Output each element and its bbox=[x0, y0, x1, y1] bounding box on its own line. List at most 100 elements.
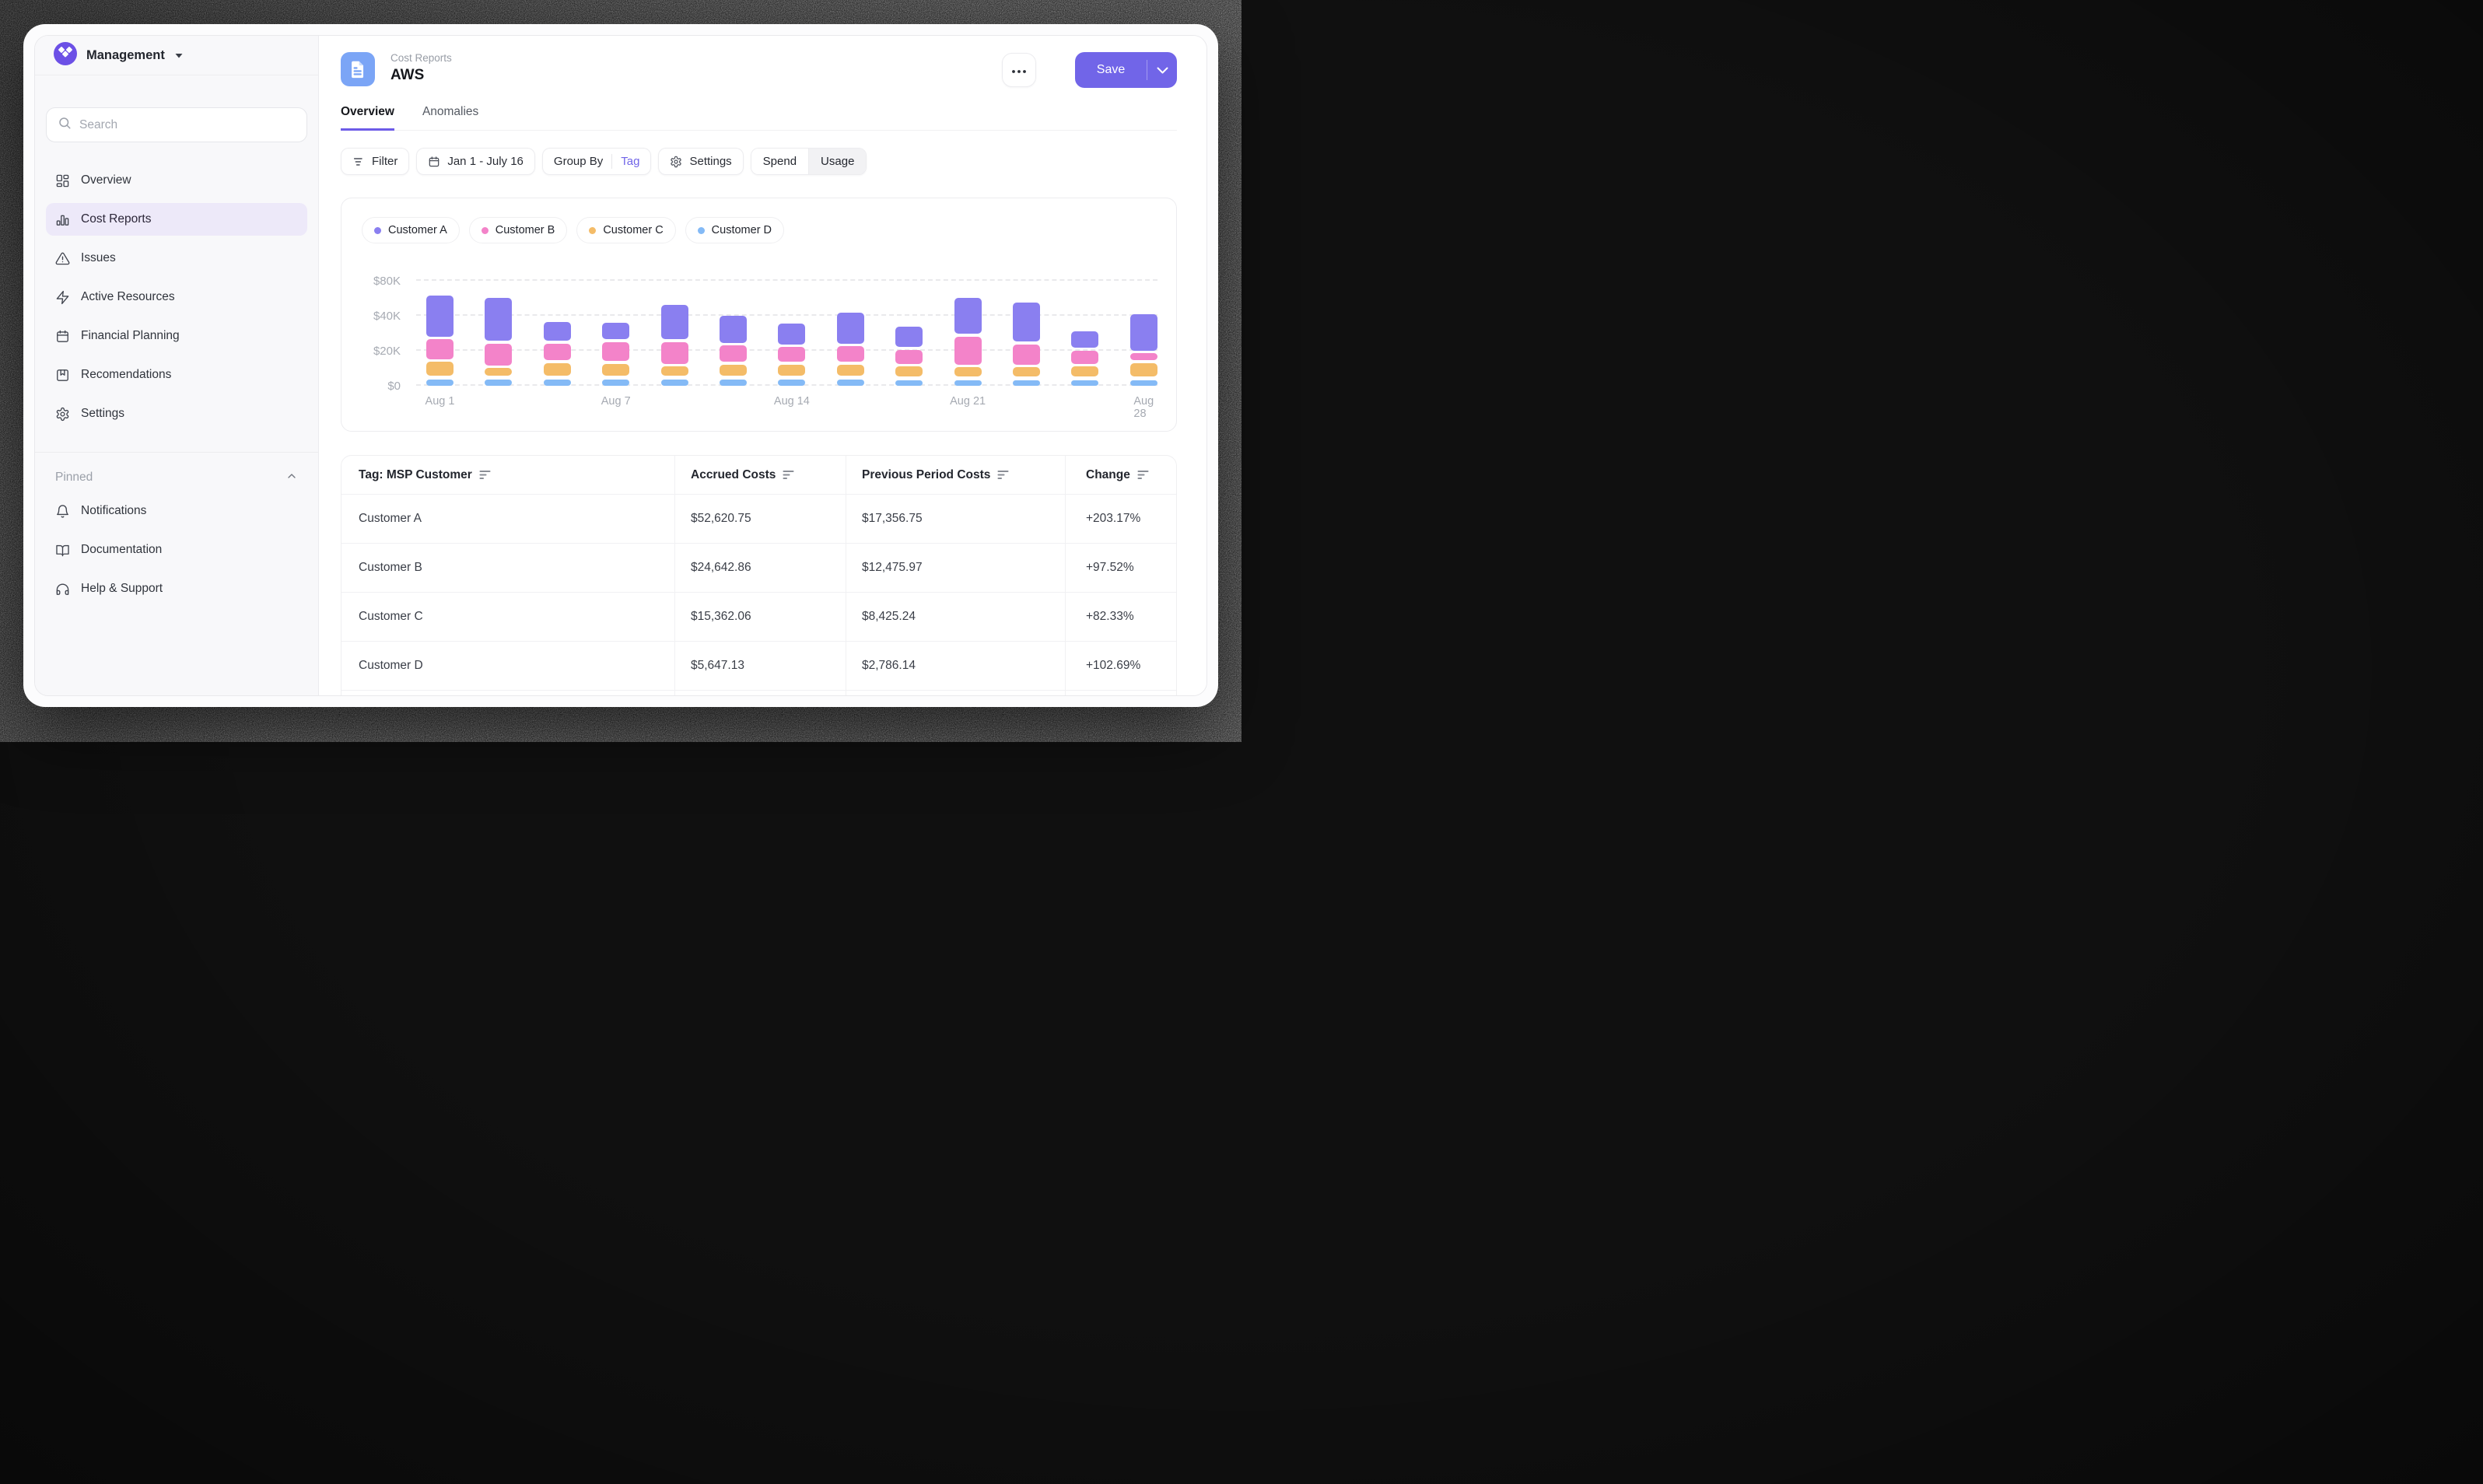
bar-13-customer-d bbox=[1129, 380, 1157, 386]
sidebar-item-financial-planning[interactable]: Financial Planning bbox=[46, 320, 307, 352]
gear-icon bbox=[670, 156, 682, 168]
table-cell: +82.33% bbox=[1086, 610, 1134, 623]
sort-icon[interactable] bbox=[997, 470, 1009, 480]
sidebar-item-settings[interactable]: Settings bbox=[46, 397, 307, 430]
more-options-button[interactable] bbox=[1002, 53, 1036, 87]
pinned-section-header[interactable]: Pinned bbox=[46, 467, 307, 488]
chevron-down-icon bbox=[174, 49, 184, 63]
breadcrumb: Cost Reports bbox=[390, 52, 452, 64]
legend-pill-customer-c[interactable]: Customer C bbox=[576, 217, 676, 243]
table-cell: $12,475.97 bbox=[846, 544, 1066, 592]
tab-overview[interactable]: Overview bbox=[341, 105, 394, 131]
table-cell: $52,620.75 bbox=[675, 495, 846, 543]
toggle-option-spend[interactable]: Spend bbox=[751, 149, 809, 174]
filter-icon bbox=[352, 156, 365, 168]
bar-6-customer-d bbox=[720, 380, 747, 386]
bar-12-customer-d bbox=[1071, 380, 1099, 386]
sidebar-item-active-resources[interactable]: Active Resources bbox=[46, 281, 307, 313]
bar-8-customer-a bbox=[836, 312, 864, 344]
bookmark-icon bbox=[55, 368, 70, 383]
bar-12-customer-a bbox=[1071, 331, 1099, 348]
report-document-icon bbox=[341, 52, 375, 86]
workspace-logo-icon bbox=[54, 41, 77, 69]
y-axis-tick: $40K bbox=[373, 310, 401, 323]
bar-1-customer-b bbox=[426, 339, 454, 359]
bar-2-customer-d bbox=[485, 380, 513, 386]
y-axis-tick: $80K bbox=[373, 275, 401, 288]
bar-7-customer-a bbox=[778, 323, 806, 345]
group-by-button[interactable]: Group By Tag bbox=[541, 148, 652, 175]
group-by-value: Tag bbox=[621, 155, 640, 168]
bar-2-customer-a bbox=[485, 298, 513, 341]
legend-pill-customer-a[interactable]: Customer A bbox=[362, 217, 460, 243]
bar-6-customer-a bbox=[720, 316, 747, 343]
table-cell bbox=[675, 691, 846, 695]
sidebar-item-issues[interactable]: Issues bbox=[46, 242, 307, 275]
tab-bar: Overview Anomalies bbox=[341, 105, 1177, 131]
bar-3-customer-a bbox=[543, 321, 571, 341]
pinned-label: Pinned bbox=[55, 471, 93, 484]
date-range-button[interactable]: Jan 1 - July 16 bbox=[416, 148, 535, 175]
bar-6-customer-c bbox=[720, 364, 747, 376]
bar-8-customer-d bbox=[836, 380, 864, 386]
sidebar-item-overview[interactable]: Overview bbox=[46, 164, 307, 197]
bar-3-customer-d bbox=[543, 380, 571, 386]
gridline bbox=[416, 279, 1157, 281]
table-cell bbox=[1066, 691, 1176, 695]
sidebar-item-notifications[interactable]: Notifications bbox=[46, 495, 307, 527]
legend-pill-customer-b[interactable]: Customer B bbox=[468, 217, 568, 243]
column-header-label: Previous Period Costs bbox=[862, 467, 991, 481]
bar-11-customer-c bbox=[1013, 367, 1040, 377]
bar-4-customer-b bbox=[602, 341, 630, 362]
table-cell: +203.17% bbox=[1086, 512, 1141, 525]
chevron-up-icon[interactable] bbox=[285, 470, 298, 486]
save-button[interactable]: Save bbox=[1075, 52, 1177, 88]
filter-button[interactable]: Filter bbox=[341, 148, 410, 175]
workspace-switcher[interactable]: Management bbox=[35, 36, 318, 75]
y-axis-tick: $20K bbox=[373, 345, 401, 358]
bar-5-customer-d bbox=[660, 380, 688, 386]
bar-3-customer-c bbox=[543, 362, 571, 376]
group-by-divider bbox=[611, 154, 613, 169]
main-content: Cost Reports AWS Save Overv bbox=[319, 36, 1206, 695]
bar-11-customer-d bbox=[1013, 380, 1040, 386]
legend-label: Customer D bbox=[711, 224, 772, 236]
search-icon bbox=[58, 116, 72, 134]
search-input[interactable] bbox=[79, 117, 296, 132]
sort-icon[interactable] bbox=[479, 470, 491, 480]
settings-button[interactable]: Settings bbox=[658, 148, 744, 175]
spend-usage-toggle: Spend Usage bbox=[750, 148, 867, 175]
tab-anomalies[interactable]: Anomalies bbox=[422, 105, 479, 118]
table-cell bbox=[341, 691, 675, 695]
save-button-label: Save bbox=[1096, 63, 1126, 76]
bar-7-customer-c bbox=[778, 364, 806, 376]
sort-icon[interactable] bbox=[1137, 470, 1149, 480]
bar-2-customer-b bbox=[485, 343, 513, 366]
column-header-label: Change bbox=[1086, 467, 1130, 481]
toggle-option-usage[interactable]: Usage bbox=[808, 149, 867, 174]
sidebar-item-help-support[interactable]: Help & Support bbox=[46, 572, 307, 605]
column-header-change: Change bbox=[1066, 456, 1176, 494]
table-cell: Customer A bbox=[341, 495, 675, 543]
bar-4-customer-c bbox=[602, 363, 630, 376]
bar-13-customer-b bbox=[1129, 353, 1157, 360]
bar-1-customer-d bbox=[426, 380, 454, 386]
legend-pill-customer-d[interactable]: Customer D bbox=[685, 217, 785, 243]
sort-icon[interactable] bbox=[783, 470, 794, 480]
column-header-tag-msp-customer: Tag: MSP Customer bbox=[341, 456, 675, 494]
filter-toolbar: Filter Jan 1 - July 16 Group By Tag Sett… bbox=[341, 148, 1177, 175]
sidebar-item-cost-reports[interactable]: Cost Reports bbox=[46, 203, 307, 236]
bar-2-customer-c bbox=[485, 368, 513, 376]
table-row-customer-d: Customer D $5,647.13 $2,786.14 +102.69% bbox=[341, 642, 1176, 691]
app-window: Management Overview Cost Reports Issues Act… bbox=[23, 24, 1218, 707]
chevron-down-icon[interactable] bbox=[1147, 67, 1177, 74]
bar-7-customer-d bbox=[778, 380, 806, 386]
calendar-icon bbox=[428, 156, 440, 168]
x-axis-tick: Aug 1 bbox=[425, 395, 455, 408]
bar-13-customer-a bbox=[1129, 314, 1157, 351]
app-frame: Management Overview Cost Reports Issues Act… bbox=[34, 35, 1207, 696]
sidebar-item-recomendations[interactable]: Recomendations bbox=[46, 359, 307, 391]
sidebar-item-documentation[interactable]: Documentation bbox=[46, 534, 307, 566]
bar-6-customer-b bbox=[720, 345, 747, 362]
table-cell: $17,356.75 bbox=[846, 495, 1066, 543]
